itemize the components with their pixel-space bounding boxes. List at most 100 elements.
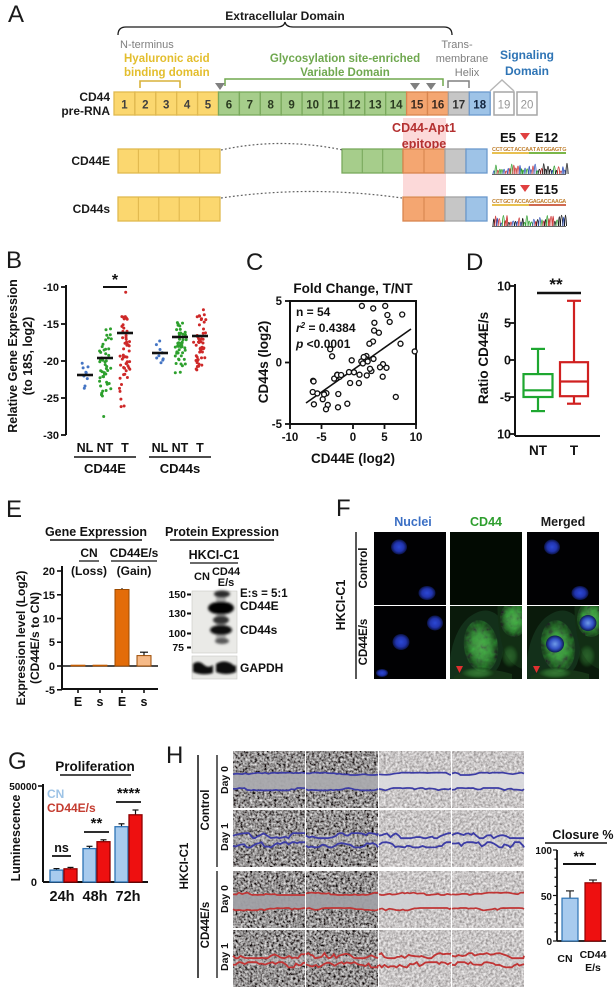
svg-text:3: 3 xyxy=(163,100,169,112)
svg-text:binding domain: binding domain xyxy=(124,67,210,79)
svg-text:7: 7 xyxy=(247,100,253,112)
svg-text:CN: CN xyxy=(557,953,572,965)
svg-text:C: C xyxy=(496,199,500,205)
svg-text:C: C xyxy=(548,199,552,205)
svg-text:Nuclei: Nuclei xyxy=(394,515,432,529)
svg-text:C: C xyxy=(544,199,548,205)
svg-text:E5: E5 xyxy=(500,130,516,145)
svg-text:CD44-Apt1: CD44-Apt1 xyxy=(392,121,456,135)
svg-text:HKCI-C1: HKCI-C1 xyxy=(334,580,348,631)
svg-text:T: T xyxy=(570,443,579,458)
svg-text:6: 6 xyxy=(226,100,232,112)
svg-text:E: E xyxy=(74,695,82,709)
svg-text:(CD44E/s to CN): (CD44E/s to CN) xyxy=(28,592,42,684)
svg-text:E15: E15 xyxy=(535,182,558,197)
svg-text:10: 10 xyxy=(497,280,511,294)
svg-text:A: A xyxy=(551,199,555,205)
svg-text:p <0.0001: p <0.0001 xyxy=(295,337,351,351)
svg-text:CD44s: CD44s xyxy=(160,461,200,476)
svg-text:CN: CN xyxy=(194,571,210,583)
svg-text:150: 150 xyxy=(168,589,186,601)
svg-text:5: 5 xyxy=(276,296,283,308)
svg-text:1: 1 xyxy=(121,100,128,112)
svg-text:Expression level (Log2): Expression level (Log2) xyxy=(14,571,28,706)
svg-text:Domain: Domain xyxy=(505,64,549,78)
svg-text:75: 75 xyxy=(172,642,184,654)
svg-text:Luminescence: Luminescence xyxy=(9,795,23,882)
svg-text:CD44: CD44 xyxy=(470,515,502,529)
svg-text:NT: NT xyxy=(172,441,189,455)
svg-text:HKCI-C1: HKCI-C1 xyxy=(189,548,240,562)
svg-text:0: 0 xyxy=(31,877,37,889)
svg-text:G: G xyxy=(503,147,507,153)
svg-text:HKCI-C1: HKCI-C1 xyxy=(179,842,191,889)
svg-text:100: 100 xyxy=(535,846,552,857)
svg-text:*: * xyxy=(112,272,119,289)
svg-text:CD44s: CD44s xyxy=(240,623,278,637)
svg-text:Merged: Merged xyxy=(541,515,585,529)
svg-text:GAPDH: GAPDH xyxy=(240,661,283,675)
svg-text:A: A xyxy=(555,199,559,205)
svg-text:C: C xyxy=(518,199,522,205)
svg-text:0: 0 xyxy=(276,358,282,370)
svg-text:Proliferation: Proliferation xyxy=(55,759,135,774)
svg-text:14: 14 xyxy=(390,100,403,112)
svg-text:A: A xyxy=(525,147,529,153)
svg-text:T: T xyxy=(511,199,515,205)
svg-text:-15: -15 xyxy=(43,319,59,331)
svg-text:-30: -30 xyxy=(43,430,59,442)
svg-text:8: 8 xyxy=(267,100,274,112)
svg-text:-25: -25 xyxy=(43,393,59,405)
svg-text:-5: -5 xyxy=(500,391,511,405)
svg-text:Signaling: Signaling xyxy=(500,48,554,62)
svg-text:epitope: epitope xyxy=(402,137,446,151)
svg-text:17: 17 xyxy=(452,100,465,112)
svg-text:T: T xyxy=(511,147,515,153)
svg-text:A: A xyxy=(562,199,566,205)
svg-text:2: 2 xyxy=(142,100,148,112)
svg-text:Trans-: Trans- xyxy=(441,39,473,51)
svg-text:G: G xyxy=(529,199,533,205)
svg-text:NL: NL xyxy=(152,441,169,455)
svg-text:Fold Change, T/NT: Fold Change, T/NT xyxy=(293,281,413,296)
svg-text:**: ** xyxy=(91,815,103,832)
svg-text:18: 18 xyxy=(473,100,486,112)
svg-text:NL: NL xyxy=(77,441,94,455)
svg-text:-5: -5 xyxy=(45,685,55,697)
svg-text:Variable Domain: Variable Domain xyxy=(300,67,389,79)
svg-text:G: G xyxy=(503,199,507,205)
svg-text:T: T xyxy=(121,441,129,455)
svg-text:20: 20 xyxy=(521,100,534,112)
svg-text:E/s: E/s xyxy=(585,962,601,974)
svg-text:Day 1: Day 1 xyxy=(219,823,231,851)
svg-text:CD44E (log2): CD44E (log2) xyxy=(311,451,395,466)
svg-text:10: 10 xyxy=(410,432,423,444)
svg-text:5: 5 xyxy=(49,637,55,649)
svg-text:G: G xyxy=(548,147,552,153)
svg-text:24h: 24h xyxy=(50,889,75,905)
svg-text:N-terminus: N-terminus xyxy=(120,39,174,51)
svg-text:s: s xyxy=(97,695,104,709)
svg-text:Control: Control xyxy=(200,790,212,831)
svg-text:C: C xyxy=(492,199,496,205)
svg-text:C: C xyxy=(507,147,511,153)
svg-text:50000: 50000 xyxy=(9,782,37,793)
svg-text:16: 16 xyxy=(432,100,445,112)
svg-text:0: 0 xyxy=(504,354,511,368)
svg-text:48h: 48h xyxy=(83,889,108,905)
svg-text:E: E xyxy=(118,695,126,709)
svg-text:membrane: membrane xyxy=(436,53,489,65)
svg-text:**: ** xyxy=(549,275,563,294)
svg-text:-10: -10 xyxy=(282,432,299,444)
svg-text:5: 5 xyxy=(381,432,388,444)
svg-text:Hyaluronic acid: Hyaluronic acid xyxy=(124,53,210,65)
svg-text:CN: CN xyxy=(80,546,97,560)
svg-text:G: G xyxy=(559,199,563,205)
svg-text:T: T xyxy=(540,147,544,153)
svg-text:0: 0 xyxy=(546,937,552,948)
svg-text:E/s: E/s xyxy=(218,577,235,589)
svg-text:A: A xyxy=(529,147,533,153)
svg-text:(Loss): (Loss) xyxy=(71,564,107,578)
svg-text:0: 0 xyxy=(49,661,55,673)
svg-text:Extracellular Domain: Extracellular Domain xyxy=(225,9,344,23)
